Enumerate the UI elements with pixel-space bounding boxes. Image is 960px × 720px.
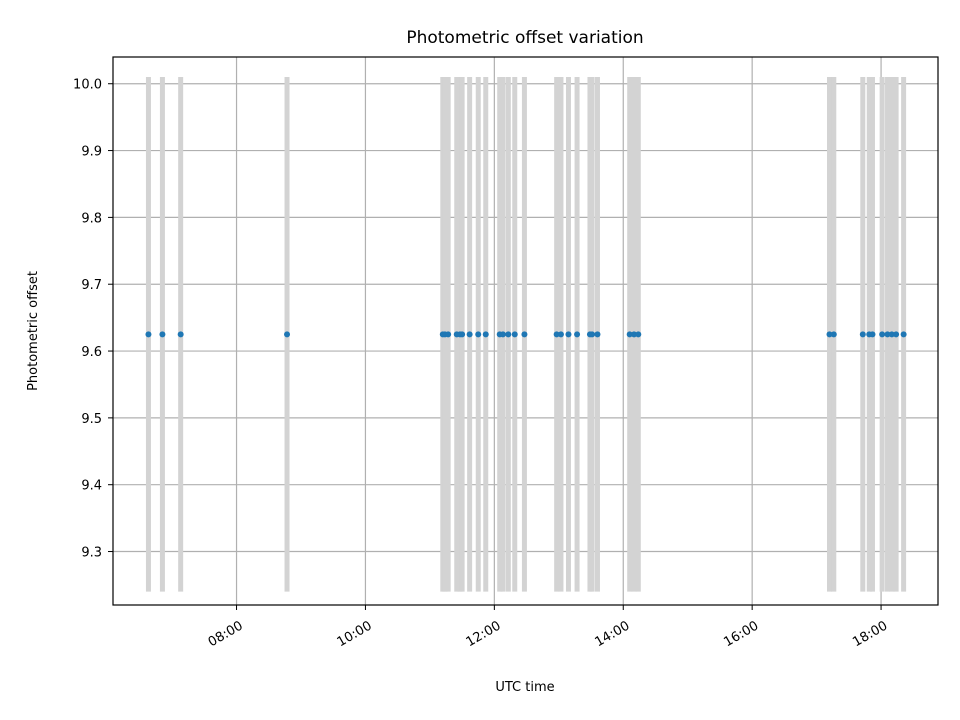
data-point [574,331,581,338]
y-tick-label: 9.8 [81,211,102,226]
x-axis-label: UTC time [495,680,554,695]
y-axis-ticks: 9.3 9.4 9.5 9.6 9.7 9.8 9.9 10.0 [73,78,113,561]
data-point [626,331,633,338]
data-point [565,331,572,338]
data-point [900,331,907,338]
chart-title: Photometric offset variation [406,28,643,48]
data-point [466,331,473,338]
data-point [859,331,866,338]
data-point [459,331,466,338]
y-tick-label: 10.0 [73,78,102,93]
data-point [284,331,291,338]
data-point [553,331,560,338]
y-tick-label: 9.6 [81,345,102,360]
data-point [482,331,489,338]
data-point [445,331,452,338]
data-point [159,331,166,338]
data-point [594,331,601,338]
data-point [511,331,518,338]
data-point [499,331,506,338]
data-point [884,331,891,338]
data-point [888,331,895,338]
y-tick-label: 9.7 [81,278,102,293]
plot-frame [112,56,939,606]
data-point [635,331,642,338]
y-tick-label: 9.3 [81,546,102,561]
data-point [879,331,886,338]
y-tick-label: 9.9 [81,145,102,160]
data-point [475,331,482,338]
data-point [557,331,564,338]
data-point [630,331,637,338]
data-point [589,331,596,338]
y-tick-label: 9.4 [81,479,102,494]
data-point [505,331,512,338]
y-tick-label: 9.5 [81,412,102,427]
data-point [830,331,837,338]
data-point [826,331,833,338]
data-point [869,331,876,338]
data-point [521,331,528,338]
data-point [893,331,900,338]
data-point [145,331,152,338]
data-point [177,331,184,338]
y-axis-label: Photometric offset [26,271,41,391]
data-points [145,331,907,338]
